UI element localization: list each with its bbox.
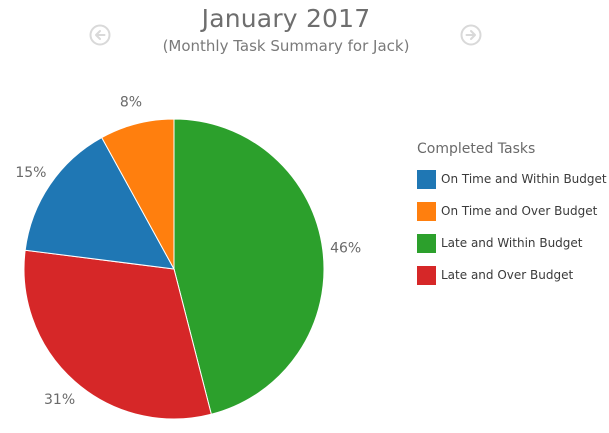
legend-item[interactable]: Late and Within Budget xyxy=(417,233,607,253)
arrow-right-circle-icon xyxy=(460,24,482,46)
legend-swatch xyxy=(417,265,436,285)
legend-item[interactable]: Late and Over Budget xyxy=(417,265,607,285)
legend-label: Late and Over Budget xyxy=(441,268,574,282)
legend-item[interactable]: On Time and Within Budget xyxy=(417,169,607,189)
pie-slice-on-time-and-over-budget[interactable] xyxy=(101,118,175,270)
legend-swatch xyxy=(417,201,436,221)
pie-slice-on-time-and-within-budget[interactable] xyxy=(24,136,175,270)
legend: Completed Tasks On Time and Within Budge… xyxy=(417,141,607,297)
chart-title: January 2017 xyxy=(201,4,371,33)
slice-percent-label: 31% xyxy=(44,392,75,408)
previous-month-button[interactable] xyxy=(89,24,111,46)
slice-percent-label: 46% xyxy=(330,240,361,256)
legend-label: Late and Within Budget xyxy=(441,236,583,250)
legend-title: Completed Tasks xyxy=(417,141,536,157)
arrow-left-circle-icon xyxy=(89,24,111,46)
pie-slice-late-and-within-budget[interactable] xyxy=(173,118,325,415)
legend-swatch xyxy=(417,233,436,253)
legend-item[interactable]: On Time and Over Budget xyxy=(417,201,607,221)
slice-percent-label: 8% xyxy=(120,94,142,110)
legend-items: On Time and Within Budget On Time and Ove… xyxy=(417,169,607,285)
chart-subtitle: (Monthly Task Summary for Jack) xyxy=(162,37,410,55)
slice-percent-label: 15% xyxy=(15,165,46,181)
pie-slice-late-and-over-budget[interactable] xyxy=(23,249,212,420)
legend-swatch xyxy=(417,169,436,189)
legend-label: On Time and Within Budget xyxy=(441,172,607,186)
next-month-button[interactable] xyxy=(460,24,482,46)
legend-label: On Time and Over Budget xyxy=(441,204,598,218)
